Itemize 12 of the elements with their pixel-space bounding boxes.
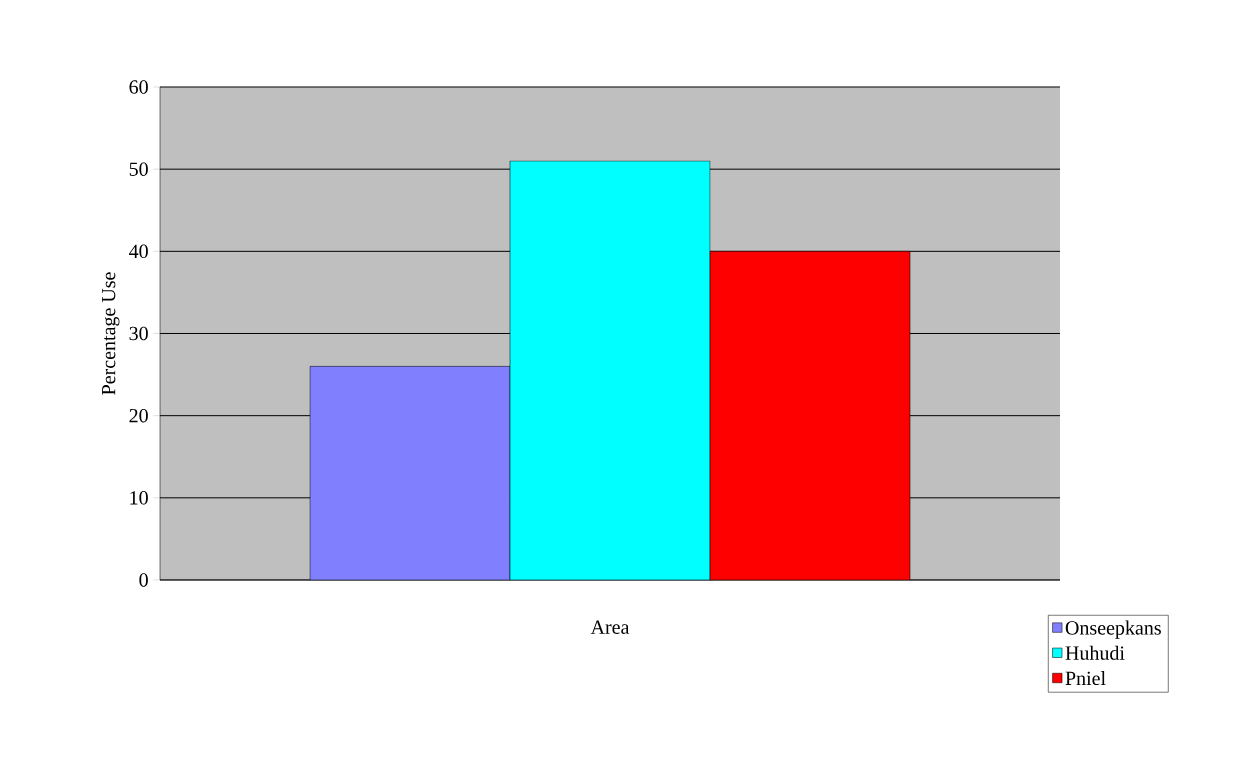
legend-label: Onseepkans xyxy=(1065,620,1161,639)
x-axis-title: Area xyxy=(590,620,630,634)
y-axis-title: Percentage Use xyxy=(102,272,120,395)
y-tick-label: 20 xyxy=(129,408,148,423)
legend-label: Huhudi xyxy=(1065,645,1125,660)
legend-label: Pniel xyxy=(1065,671,1106,686)
y-tick-label: 60 xyxy=(129,80,148,94)
y-tick-label: 40 xyxy=(129,244,148,259)
y-tick-label: 10 xyxy=(130,491,148,505)
y-tick-label: 0 xyxy=(139,573,148,587)
y-tick-label: 50 xyxy=(129,162,148,176)
y-tick-label: 30 xyxy=(129,326,148,341)
